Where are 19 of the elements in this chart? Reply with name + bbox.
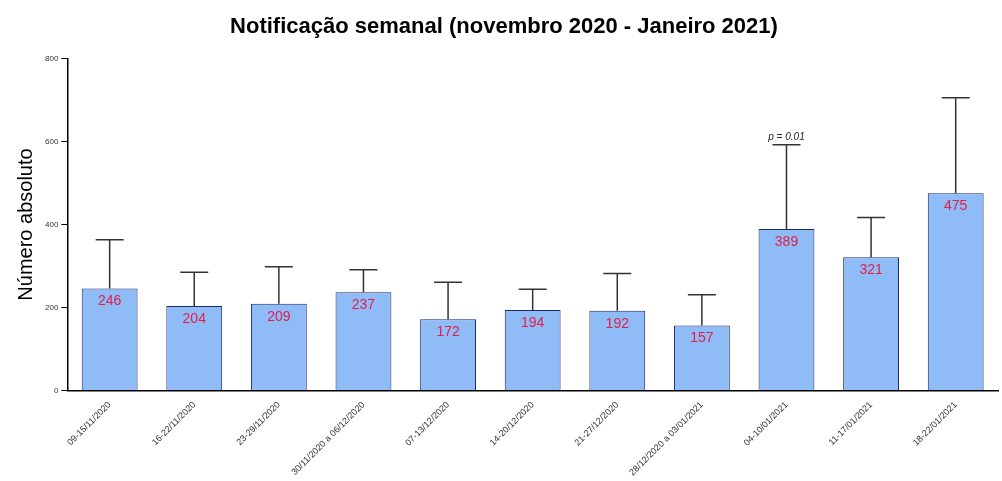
data-label: 475 [944,197,968,214]
y-tick-label: 0 [53,385,59,395]
y-tick-label: 800 [44,53,59,63]
y-tick-label: 600 [44,136,59,146]
data-label: 192 [605,314,630,331]
data-label: 157 [690,329,714,346]
data-label: 204 [182,309,207,326]
annotation: p = 0.01 [767,130,805,142]
data-label: 246 [97,292,122,309]
data-label: 237 [351,296,376,313]
data-label: 194 [520,313,545,330]
data-label: 321 [859,261,883,278]
y-tick-label: 400 [44,219,59,229]
chart-title: Notificação semanal (novembro 2020 - Janeiro 2021) [230,13,778,39]
data-label: 389 [774,232,799,249]
data-label: 209 [267,307,291,324]
y-tick-label: 200 [44,302,59,312]
data-label: 172 [436,323,460,340]
y-axis-title: Número absoluto [13,148,36,301]
